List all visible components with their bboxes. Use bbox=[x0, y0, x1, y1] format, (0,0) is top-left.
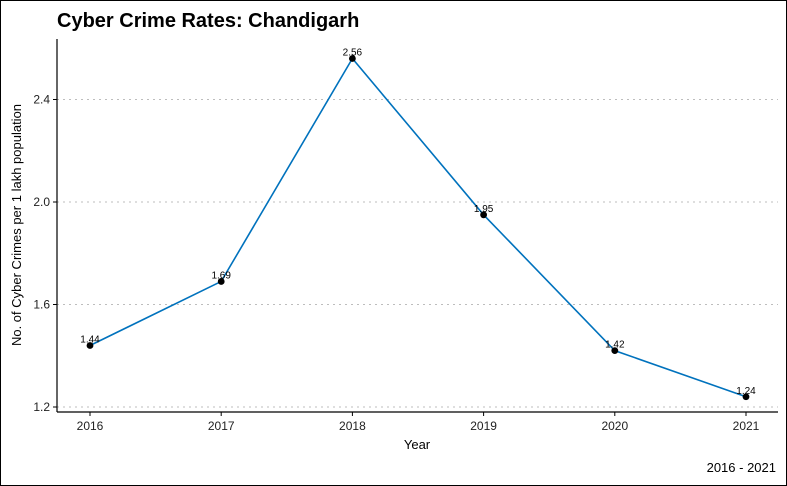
data-point-2017 bbox=[217, 278, 225, 285]
data-label-2021: 1.24 bbox=[736, 386, 756, 397]
y-tick-label-2: 2.0 bbox=[33, 195, 50, 209]
data-point-2021 bbox=[742, 393, 750, 401]
x-tick-label-2: 2018 bbox=[339, 419, 366, 433]
data-point-2020 bbox=[611, 347, 619, 355]
y-tick-labels: 1.2 1.6 2.0 2.4 bbox=[33, 93, 50, 415]
y-tick-label-0: 1.2 bbox=[33, 400, 50, 414]
x-tick-label-3: 2019 bbox=[470, 419, 497, 433]
data-label-2020: 1.42 bbox=[605, 340, 625, 351]
data-label-2019: 1.95 bbox=[474, 204, 494, 215]
chart-title: Cyber Crime Rates: Chandigarh bbox=[57, 10, 359, 32]
data-point-2016 bbox=[86, 342, 94, 349]
data-point-2019 bbox=[480, 211, 487, 219]
data-label-2016: 1.44 bbox=[80, 335, 100, 346]
x-tick-labels: 2016 2017 2018 2019 2020 2021 bbox=[77, 419, 760, 433]
data-labels: 1.44 1.69 2.56 1.95 1.42 1.24 bbox=[80, 48, 756, 397]
data-label-2018: 2.56 bbox=[343, 48, 363, 59]
chart-caption: 2016 - 2021 bbox=[707, 460, 776, 475]
series-line-0 bbox=[89, 57, 747, 398]
grid-lines bbox=[57, 99, 778, 408]
y-tick-label-1: 1.6 bbox=[33, 298, 50, 312]
x-tick-label-4: 2020 bbox=[601, 419, 628, 433]
series-layer bbox=[86, 55, 750, 401]
x-tick-label-5: 2021 bbox=[733, 419, 760, 433]
x-tick-label-1: 2017 bbox=[208, 419, 235, 433]
axes bbox=[53, 39, 778, 416]
data-point-2018 bbox=[349, 55, 356, 62]
y-axis-label: No. of Cyber Crimes per 1 lakh populatio… bbox=[9, 104, 24, 346]
x-axis-label: Year bbox=[404, 437, 431, 452]
x-tick-label-0: 2016 bbox=[77, 419, 104, 433]
y-tick-label-3: 2.4 bbox=[33, 93, 50, 107]
data-label-2017: 1.69 bbox=[211, 270, 231, 281]
